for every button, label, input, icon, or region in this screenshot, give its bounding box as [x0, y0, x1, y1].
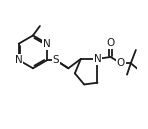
Text: N: N — [94, 54, 101, 64]
Text: O: O — [117, 58, 125, 68]
Text: N: N — [43, 39, 51, 49]
Text: O: O — [106, 38, 115, 48]
Text: S: S — [52, 55, 59, 65]
Text: N: N — [15, 55, 23, 65]
